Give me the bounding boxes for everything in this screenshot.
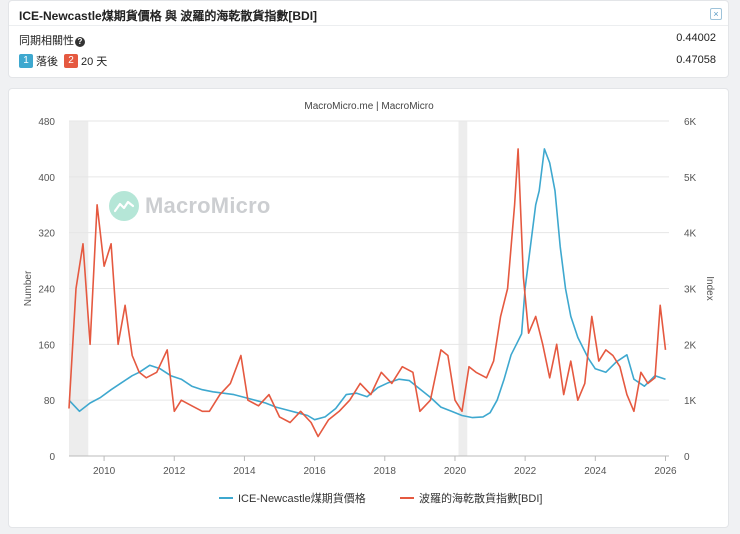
y-axis-label: Number: [23, 270, 34, 306]
chart-panel: 0 0 80 1K 160 2K 240 3K 320 4K 400 5K 480 6K 2010 2012 2…: [8, 88, 729, 528]
y-tick-label: 240: [38, 285, 55, 296]
y-tick-label: 80: [44, 396, 56, 407]
lag-series-1-badge: 1: [19, 54, 33, 68]
x-tick-label: 2018: [374, 466, 397, 477]
y2-tick-label: 0: [684, 452, 690, 463]
lag-series-2-badge: 2: [64, 54, 78, 68]
watermark: MacroMicro: [109, 191, 270, 221]
x-tick-label: 2010: [93, 466, 116, 477]
lag-correlation-row: 1 落後 2 20 天 0.47058: [19, 53, 718, 69]
y2-tick-label: 3K: [684, 285, 697, 296]
y2-tick-label: 1K: [684, 396, 697, 407]
x-tick-label: 2020: [444, 466, 467, 477]
same-period-correlation-label: 同期相關性: [19, 35, 74, 47]
y-tick-label: 320: [38, 229, 55, 240]
y2-tick-label: 5K: [684, 173, 697, 184]
x-tick-label: 2022: [514, 466, 537, 477]
y-tick-label: 160: [38, 340, 55, 351]
x-tick-label: 2024: [584, 466, 607, 477]
coal-price-series-line: [68, 148, 666, 421]
chart-title: MacroMicro.me | MacroMicro: [304, 101, 434, 112]
correlation-panel: ICE-Newcastle煤期貨價格 與 波羅的海乾散貨指數[BDI] × 同期…: [8, 0, 729, 78]
y2-tick-label: 2K: [684, 340, 697, 351]
close-icon[interactable]: ×: [710, 8, 722, 20]
correlation-title: ICE-Newcastle煤期貨價格 與 波羅的海乾散貨指數[BDI]: [19, 9, 318, 23]
y2-tick-label: 6K: [684, 117, 697, 128]
lag-days: 20 天: [81, 56, 108, 68]
divider: [9, 25, 728, 26]
x-tick-label: 2016: [303, 466, 326, 477]
y-tick-label: 400: [38, 173, 55, 184]
lag-correlation-value: 0.47058: [676, 54, 716, 66]
legend-bdi-label: 波羅的海乾散貨指數[BDI]: [419, 491, 542, 505]
x-tick-label: 2012: [163, 466, 186, 477]
y-tick-label: 0: [49, 452, 55, 463]
macromicro-logo-icon: [109, 191, 139, 221]
watermark-text: MacroMicro: [145, 193, 271, 218]
line-chart: 0 0 80 1K 160 2K 240 3K 320 4K 400 5K 480 6K 2010 2012 2…: [23, 101, 715, 505]
y2-tick-label: 4K: [684, 229, 697, 240]
y-tick-label: 480: [38, 117, 55, 128]
help-icon[interactable]: ?: [75, 37, 85, 47]
legend-coal-label: ICE-Newcastle煤期貨價格: [238, 491, 366, 505]
x-tick-label: 2026: [654, 466, 677, 477]
y2-axis-label: Index: [704, 276, 715, 300]
same-period-correlation-value: 0.44002: [676, 32, 716, 44]
lag-label: 落後: [36, 56, 58, 68]
x-tick-label: 2014: [233, 466, 256, 477]
bdi-series-line: [68, 148, 667, 438]
same-period-correlation-row: 同期相關性? 0.44002: [19, 31, 718, 47]
